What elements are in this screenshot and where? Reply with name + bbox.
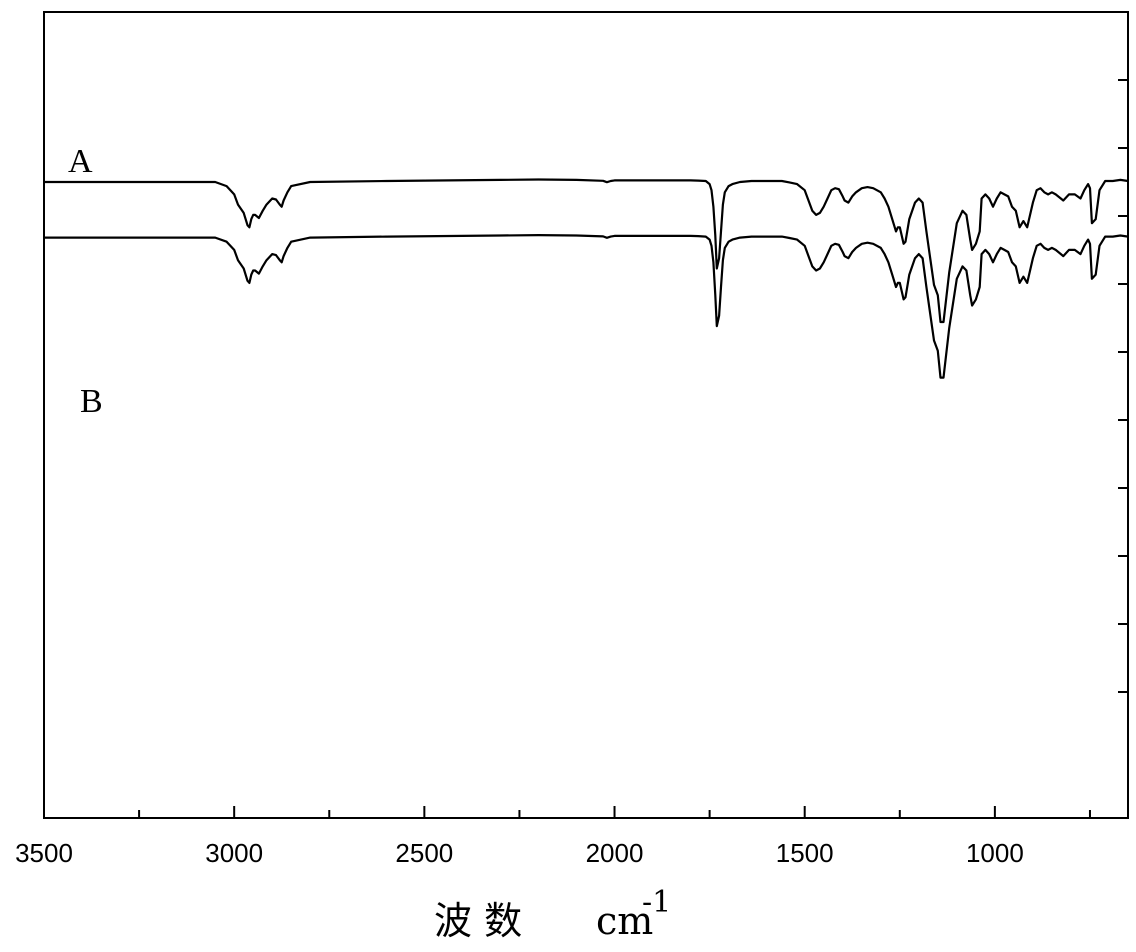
- x-tick-label: 1000: [966, 838, 1024, 868]
- series-label-b: B: [80, 383, 103, 420]
- spectrum-line-b: [44, 234, 1129, 379]
- spectra: [44, 178, 1129, 379]
- x-axis-ticks: [43, 806, 1091, 818]
- x-tick-label: 2500: [395, 838, 453, 868]
- spectrum-line-a: [44, 178, 1129, 324]
- x-tick-label: 2000: [586, 838, 644, 868]
- x-axis-title: 波 数 cm -1: [434, 885, 671, 943]
- series-label-a: A: [68, 143, 93, 180]
- plot-frame: [43, 11, 1129, 819]
- x-axis-tick-labels: 3500 3000 2500 2000 1500 1000: [15, 838, 1024, 868]
- x-axis-unit: cm: [596, 899, 653, 943]
- x-tick-label: 3500: [15, 838, 73, 868]
- y-axis-ticks: [1118, 79, 1128, 693]
- x-tick-label: 3000: [205, 838, 263, 868]
- x-axis-title-text: 波 数: [434, 899, 522, 943]
- x-tick-label: 1500: [776, 838, 834, 868]
- series-labels: AB: [68, 143, 103, 420]
- x-axis-unit-exponent: -1: [642, 885, 671, 920]
